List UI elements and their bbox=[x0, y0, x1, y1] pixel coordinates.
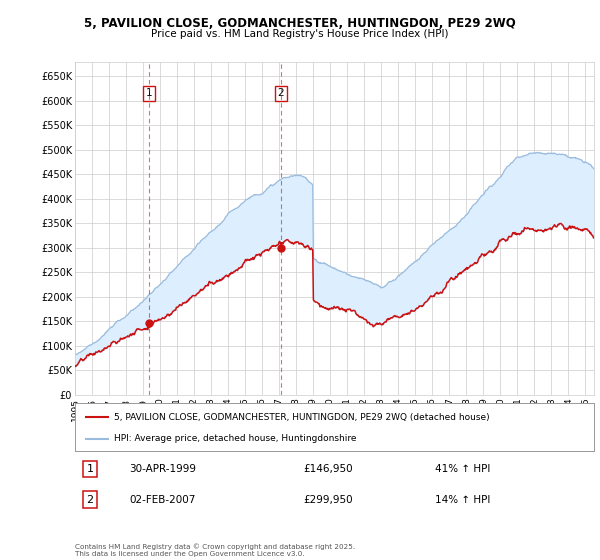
Text: 41% ↑ HPI: 41% ↑ HPI bbox=[435, 464, 490, 474]
Text: 02-FEB-2007: 02-FEB-2007 bbox=[129, 494, 196, 505]
Text: 14% ↑ HPI: 14% ↑ HPI bbox=[435, 494, 490, 505]
Text: 5, PAVILION CLOSE, GODMANCHESTER, HUNTINGDON, PE29 2WQ: 5, PAVILION CLOSE, GODMANCHESTER, HUNTIN… bbox=[84, 17, 516, 30]
Text: HPI: Average price, detached house, Huntingdonshire: HPI: Average price, detached house, Hunt… bbox=[114, 435, 356, 444]
Text: Price paid vs. HM Land Registry's House Price Index (HPI): Price paid vs. HM Land Registry's House … bbox=[151, 29, 449, 39]
Text: 1: 1 bbox=[145, 88, 152, 98]
Text: 30-APR-1999: 30-APR-1999 bbox=[129, 464, 196, 474]
Text: 2: 2 bbox=[86, 494, 94, 505]
Text: £299,950: £299,950 bbox=[303, 494, 353, 505]
Text: 1: 1 bbox=[86, 464, 94, 474]
Text: £146,950: £146,950 bbox=[303, 464, 353, 474]
Text: 5, PAVILION CLOSE, GODMANCHESTER, HUNTINGDON, PE29 2WQ (detached house): 5, PAVILION CLOSE, GODMANCHESTER, HUNTIN… bbox=[114, 413, 490, 422]
Text: Contains HM Land Registry data © Crown copyright and database right 2025.
This d: Contains HM Land Registry data © Crown c… bbox=[75, 544, 355, 557]
Text: 2: 2 bbox=[277, 88, 284, 98]
